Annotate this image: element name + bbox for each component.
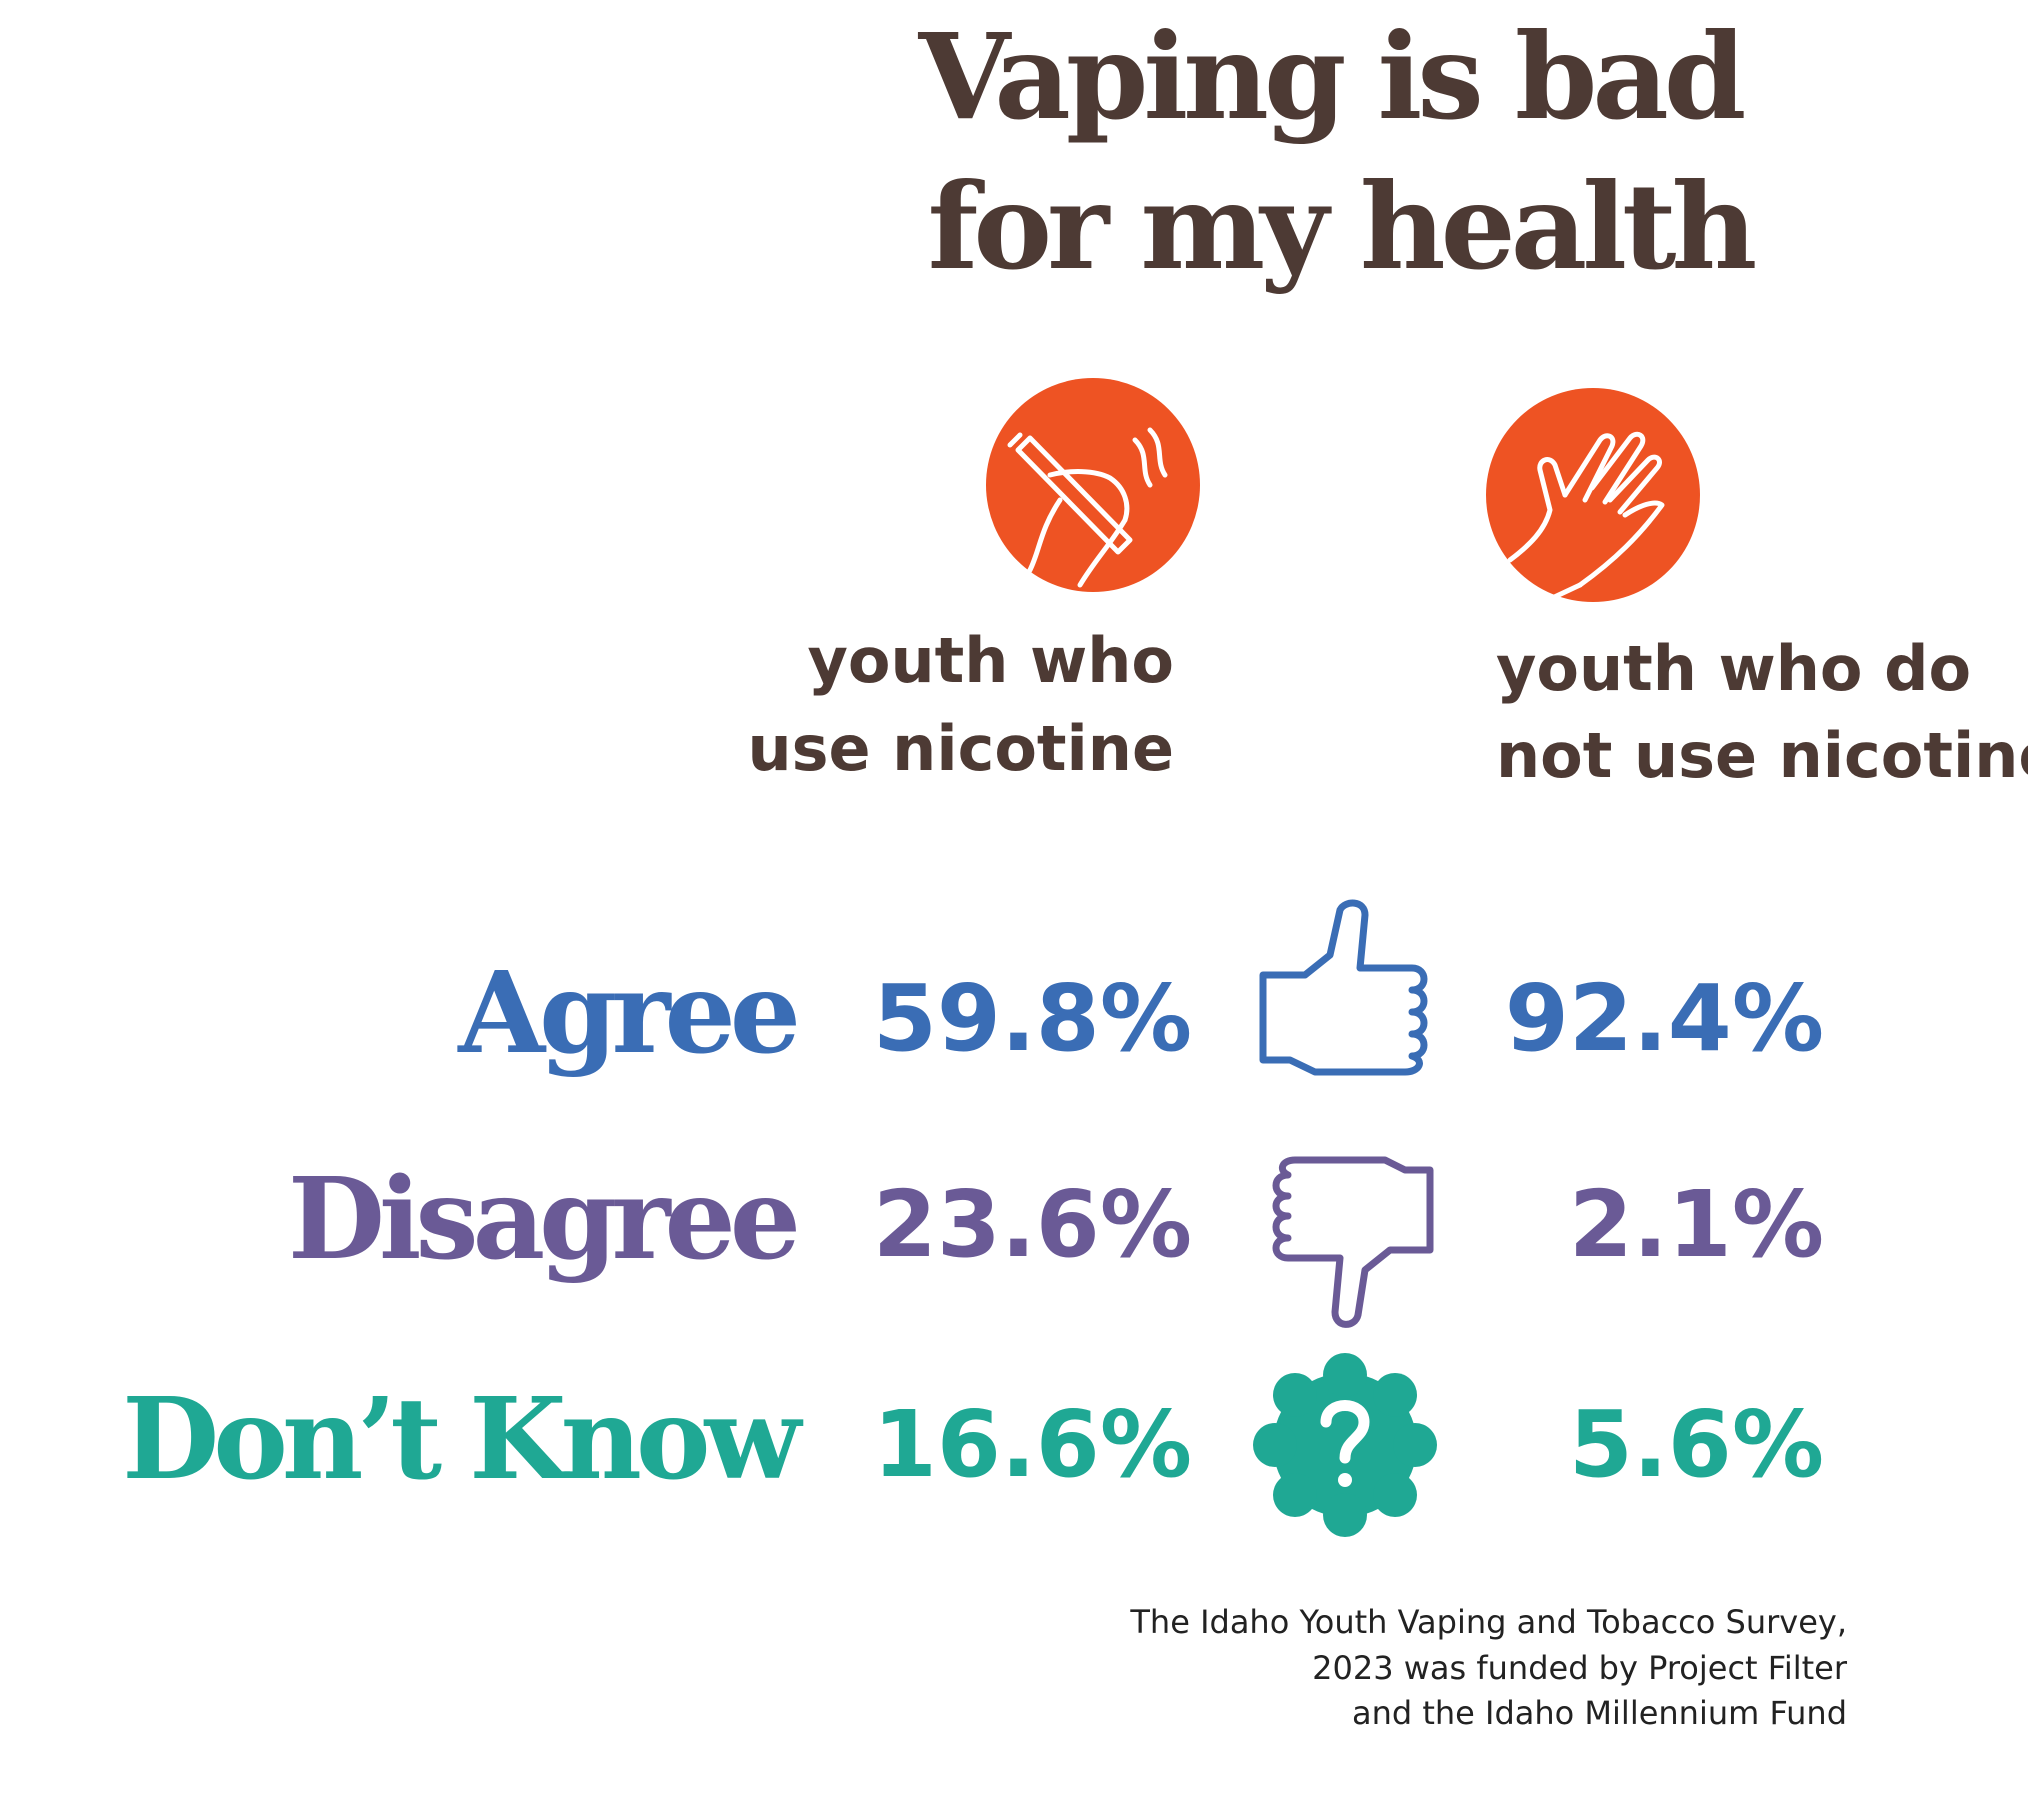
group-label: youth who [807, 624, 1174, 697]
row-label: Agree [457, 948, 796, 1079]
vape-icon [986, 378, 1200, 592]
value: 23.6% [873, 1171, 1192, 1278]
value: 2.1% [1569, 1171, 1824, 1278]
row-label: Don’t Know [122, 1374, 803, 1505]
value: 5.6% [1569, 1391, 1824, 1498]
value: 16.6% [873, 1391, 1192, 1498]
thumbs-up-icon [1259, 899, 1428, 1076]
title-line: Vaping is bad [918, 7, 1744, 146]
group-label: youth who do [1496, 632, 1971, 705]
group-label: not use nicotine [1496, 719, 2028, 792]
question-icon [1253, 1353, 1437, 1537]
thumbs-down-icon [1272, 1156, 1434, 1328]
group-label: use nicotine [748, 712, 1175, 785]
footer-line: The Idaho Youth Vaping and Tobacco Surve… [1129, 1603, 1847, 1641]
title-line: for my health [928, 157, 1756, 296]
hand-icon [1486, 388, 1700, 603]
value: 59.8% [873, 965, 1192, 1072]
value: 92.4% [1505, 965, 1824, 1072]
footer-line: 2023 was funded by Project Filter [1312, 1649, 1848, 1687]
footer-line: and the Idaho Millennium Fund [1352, 1694, 1847, 1732]
row-label: Disagree [288, 1154, 797, 1285]
